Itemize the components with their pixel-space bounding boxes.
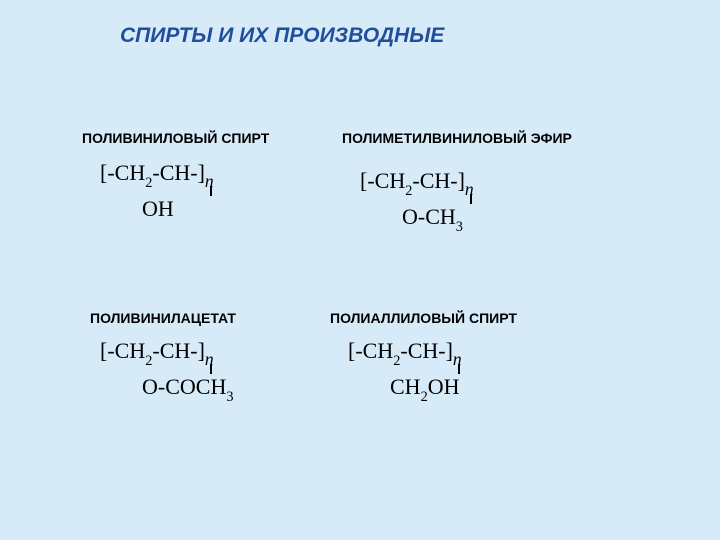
formula-text: [-CH (100, 338, 145, 363)
formula-sub: 2 (405, 183, 412, 199)
formula-sub: 2 (421, 389, 428, 405)
formula-sub: 3 (456, 219, 463, 235)
page-title: СПИРТЫ И ИХ ПРОИЗВОДНЫЕ (120, 24, 444, 48)
formula-pvac-backbone: [-CH2-CH-]n (100, 340, 214, 367)
formula-pallyl-backbone: [-CH2-CH-]n (348, 340, 462, 367)
formula-pmve-pendant: O-CH3 (402, 206, 463, 233)
formula-pmve-backbone: [-CH2-CH-]n (360, 170, 474, 197)
formula-text: CH (390, 374, 421, 399)
formula-text: OH (142, 196, 174, 221)
label-pva: ПОЛИВИНИЛОВЫЙ СПИРТ (82, 130, 269, 146)
formula-sub: 2 (145, 175, 152, 191)
formula-pva-pendant: OH (142, 198, 174, 225)
label-pvac: ПОЛИВИНИЛАЦЕТАТ (90, 310, 236, 326)
formula-text: O-CH (402, 204, 456, 229)
bond-pallyl (458, 364, 460, 374)
bond-pvac (210, 364, 212, 374)
formula-text: [-CH (360, 168, 405, 193)
formula-text: -CH-] (152, 338, 205, 363)
formula-pva-backbone: [-CH2-CH-]n (100, 162, 214, 189)
formula-text: -CH-] (152, 160, 205, 185)
label-pallyl: ПОЛИАЛЛИЛОВЫЙ СПИРТ (330, 310, 517, 326)
formula-text: O-COCH (142, 374, 226, 399)
formula-text: [-CH (348, 338, 393, 363)
formula-text: OH (428, 374, 460, 399)
bond-pmve (470, 194, 472, 204)
formula-text: -CH-] (400, 338, 453, 363)
bond-pva (210, 186, 212, 196)
formula-sub: 3 (226, 389, 233, 405)
formula-sub: 2 (145, 353, 152, 369)
formula-pallyl-pendant: CH2OH (390, 376, 460, 403)
formula-text: -CH-] (412, 168, 465, 193)
formula-pvac-pendant: O-COCH3 (142, 376, 234, 403)
formula-sub: 2 (393, 353, 400, 369)
formula-text: [-CH (100, 160, 145, 185)
label-pmve: ПОЛИМЕТИЛВИНИЛОВЫЙ ЭФИР (342, 130, 572, 146)
